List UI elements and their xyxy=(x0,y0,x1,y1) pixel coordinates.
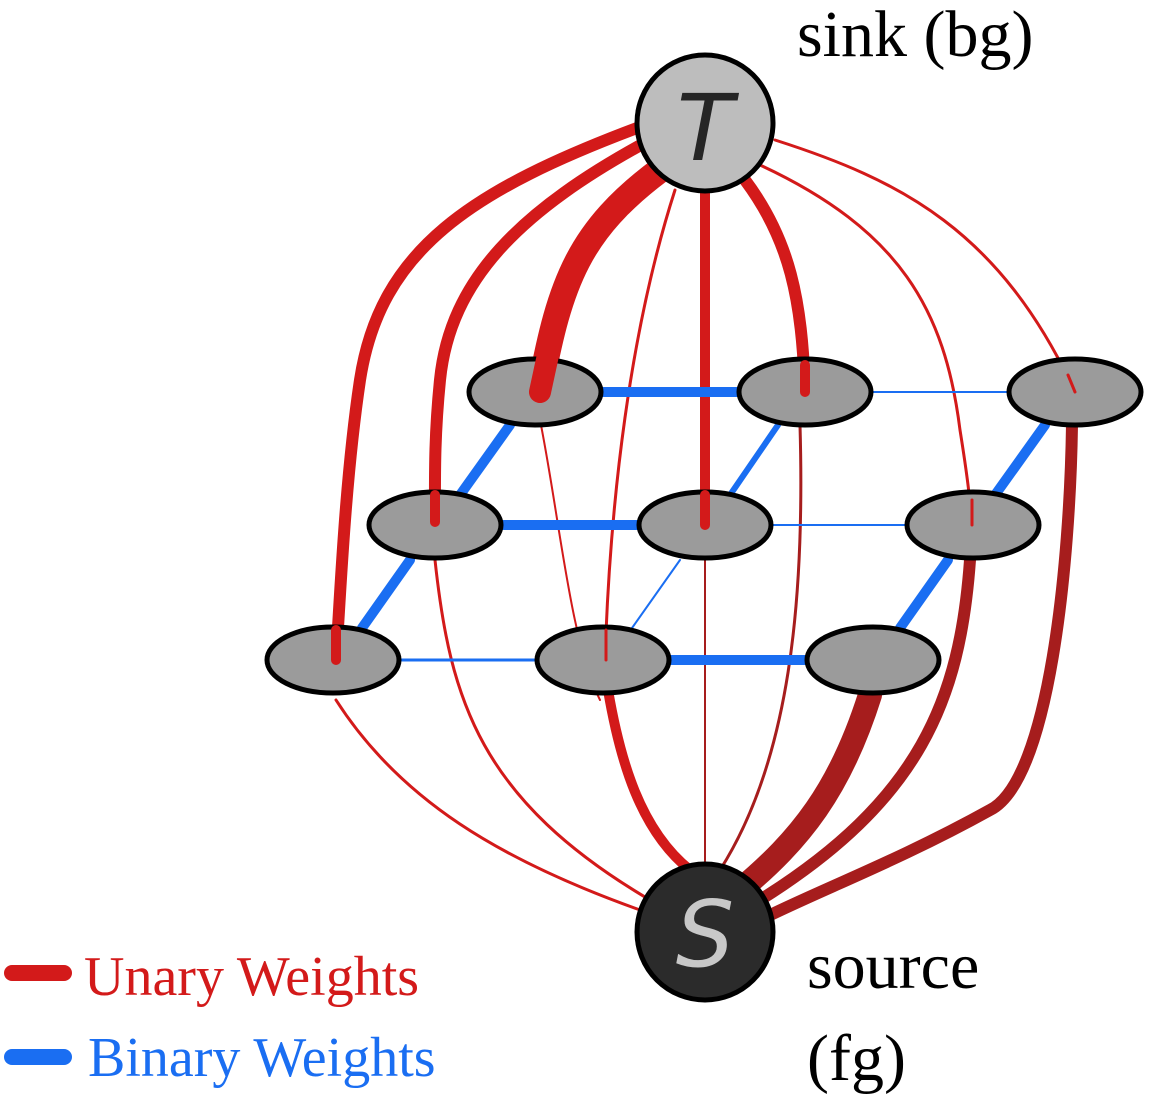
unary-edge-s-row1-col2 xyxy=(718,423,803,872)
unary-edge-s-row3-col3 xyxy=(728,683,882,902)
unary-edge-s-row2-col3 xyxy=(754,554,976,906)
unary-edge-t-row3-col2 xyxy=(603,188,677,662)
unary-edge-s-row1-col3 xyxy=(754,419,1078,926)
source-node-symbol: S xyxy=(676,881,734,988)
legend: Unary Weights Binary Weights xyxy=(4,946,436,1089)
source-caption-line2: (fg) xyxy=(807,1022,906,1095)
source-node: S xyxy=(634,861,776,1003)
unary-endpoint-r1-c3 xyxy=(1066,373,1077,394)
binary-edge-c1-r1-r2 xyxy=(455,420,515,500)
unary-edge-s-row2-col1 xyxy=(433,558,652,902)
binary-edge-c3-r2-r3 xyxy=(895,555,953,633)
binary-edge-c3-r1-r2 xyxy=(990,420,1050,500)
source-unary-edges xyxy=(334,419,1078,926)
unary-edge-t-row3-col1 xyxy=(330,119,651,666)
binary-edges xyxy=(357,387,1050,665)
sink-node-symbol: T xyxy=(677,75,740,182)
source-caption-line1: source xyxy=(807,930,979,1003)
binary-edge-c2-r2-r3 xyxy=(631,559,681,629)
unary-edge-t-row1-col3 xyxy=(773,138,1077,394)
sink-node-circle xyxy=(634,52,776,194)
pixel-node-r3-c3 xyxy=(804,624,942,696)
binary-edge-c1-r2-r3 xyxy=(357,555,415,633)
source-node-circle xyxy=(634,861,776,1003)
unary-edge-s-row3-col1 xyxy=(334,698,642,912)
binary-edge-c2-r1-r2 xyxy=(727,422,781,498)
unary-edge-endpoints xyxy=(331,344,1077,665)
sink-caption: sink (bg) xyxy=(797,0,1033,71)
unary-edge-s-row3-col2 xyxy=(603,685,695,875)
sink-node: T xyxy=(634,52,776,194)
legend-unary-label: Unary Weights xyxy=(84,946,419,1008)
sink-unary-edges xyxy=(330,119,1077,666)
unary-edge-t-row2-col1 xyxy=(428,134,656,528)
pixel-node-r3-c2 xyxy=(534,624,672,696)
legend-binary-label: Binary Weights xyxy=(88,1027,436,1089)
unary-endpoint-r1-c1 xyxy=(529,344,559,403)
